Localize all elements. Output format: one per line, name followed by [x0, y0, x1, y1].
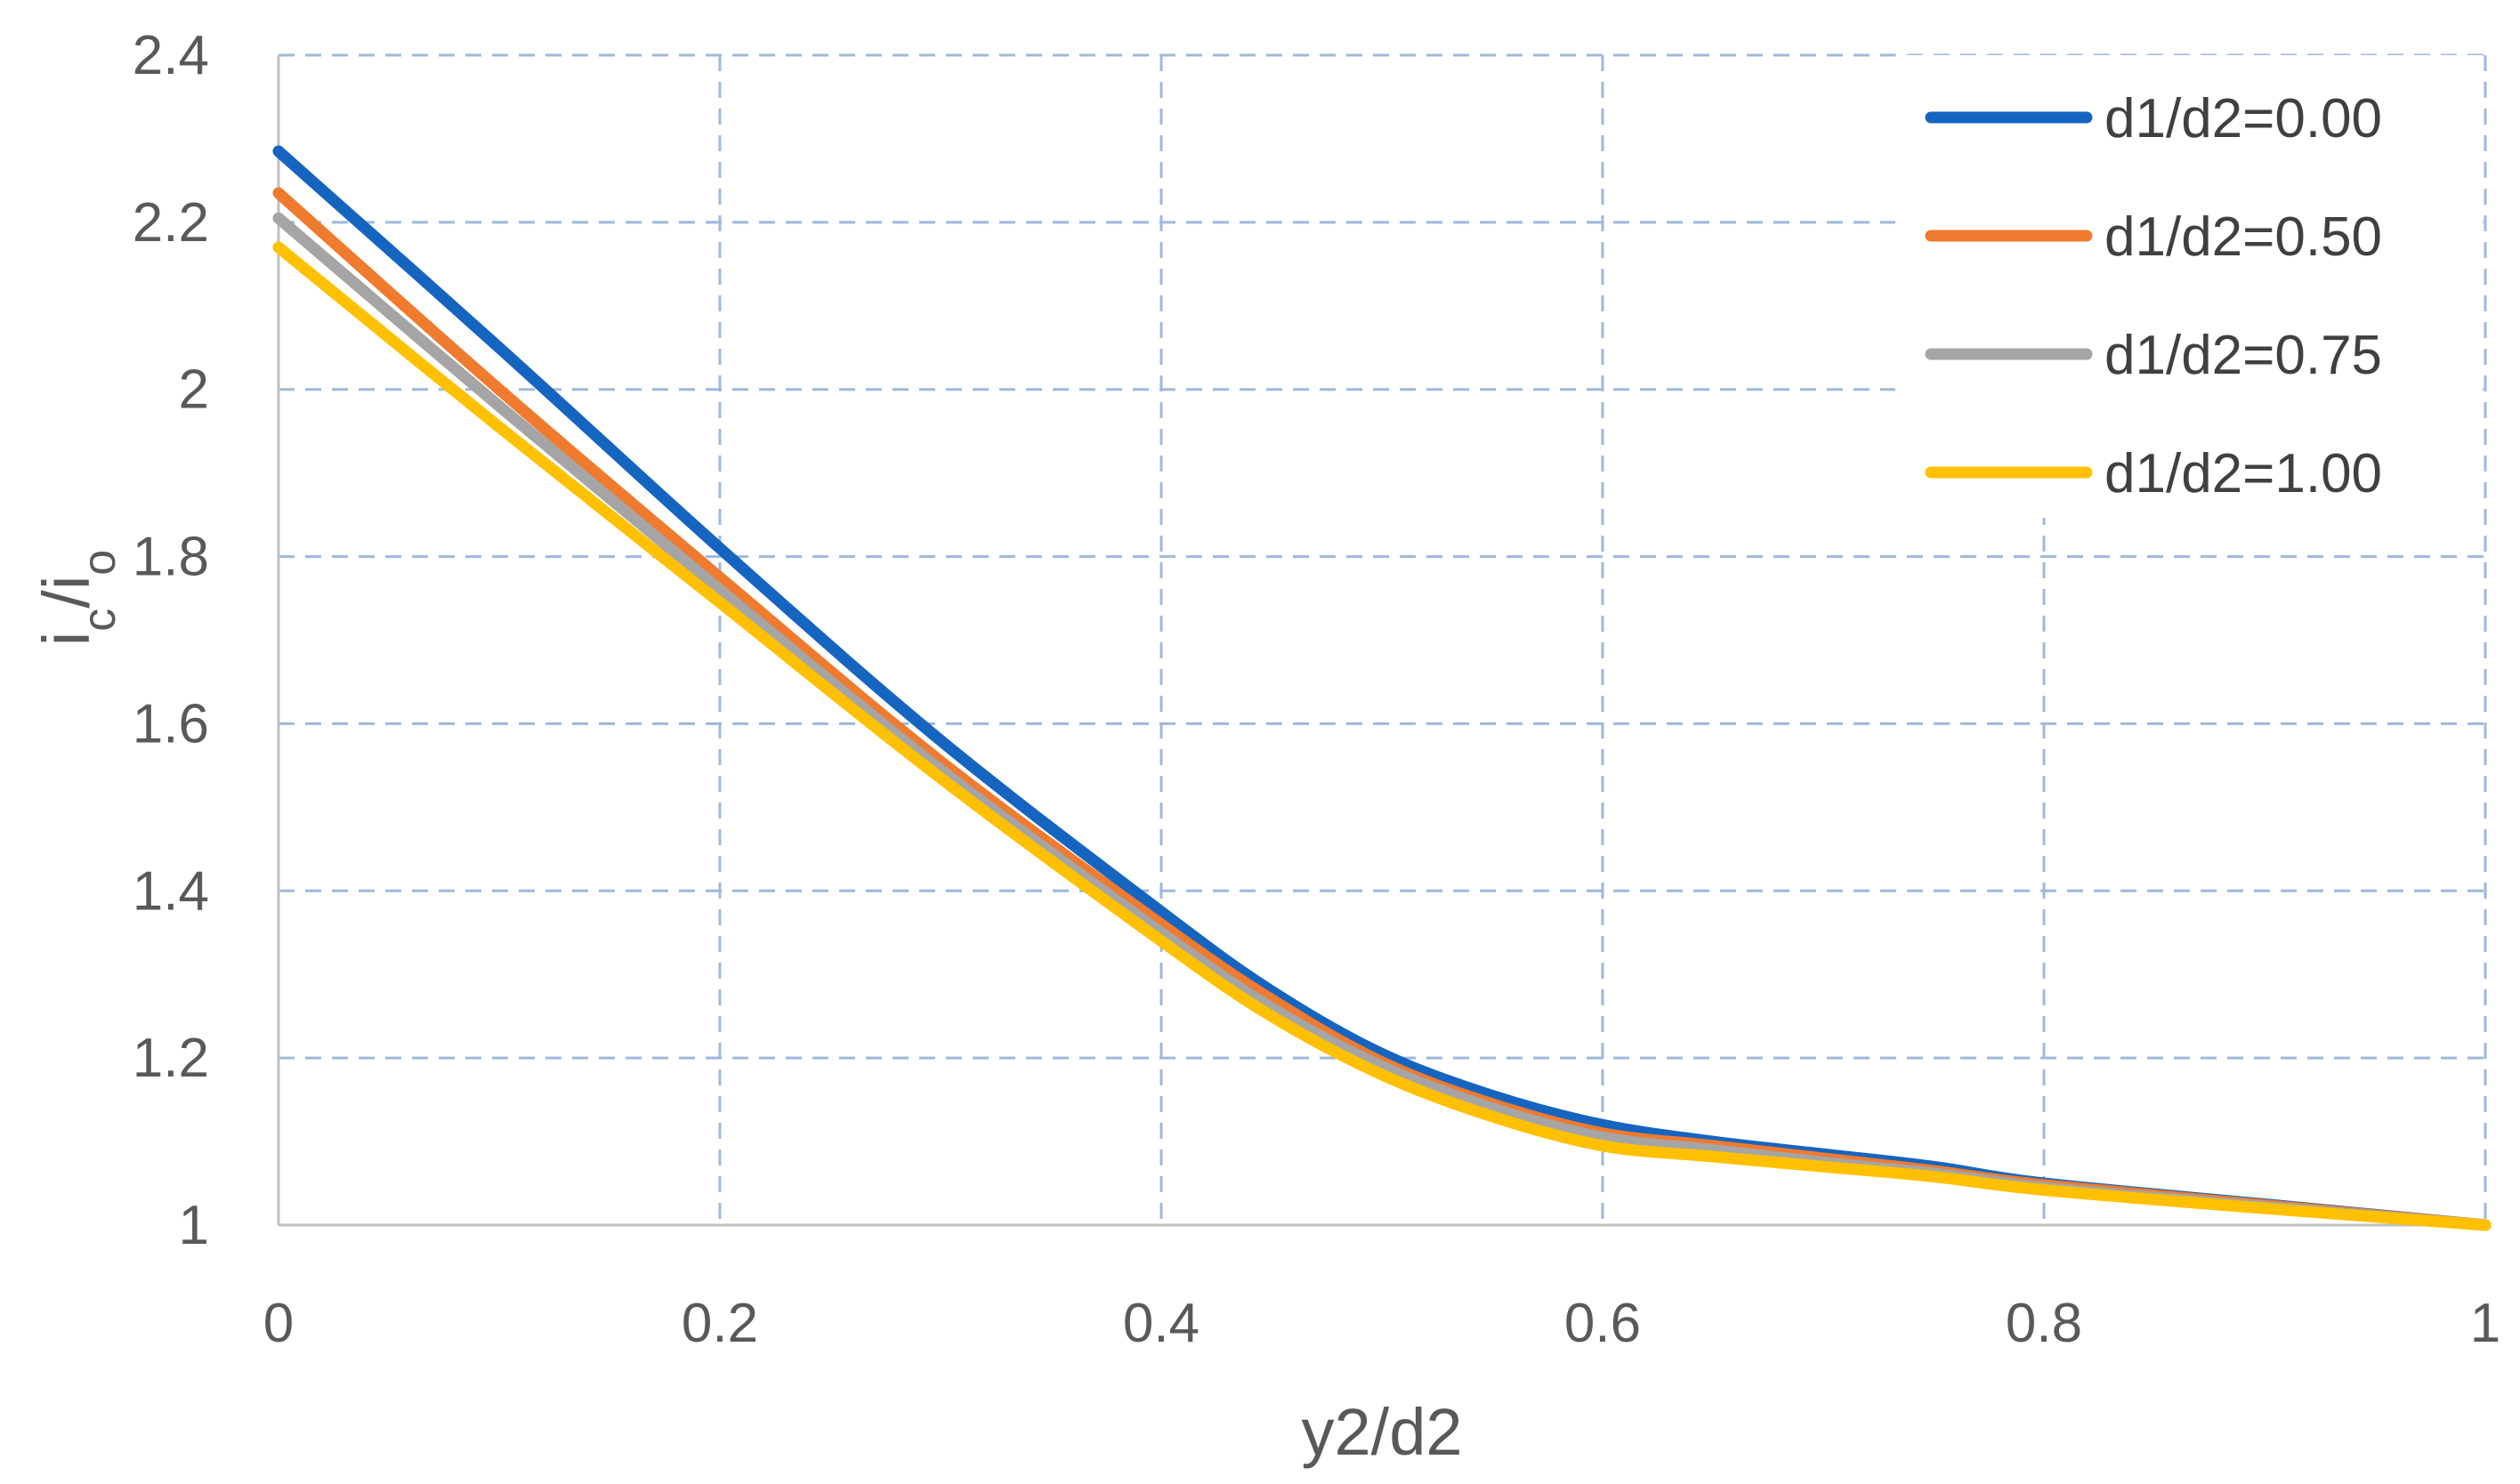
tick-labels: 1 1.2 1.4 1.6 1.8 2 2.2 2.4 0 0.2 0.4 0.6 0.8 1 — [133, 25, 2500, 1354]
legend: d1/d2=0.00 d1/d2=0.50 d1/d2=0.75 d1/d2=1.00 — [1895, 55, 2483, 518]
series-lines — [272, 145, 2492, 1231]
legend-label-2: d1/d2=0.75 — [2104, 325, 2382, 386]
x-tick-label: 0 — [263, 1293, 294, 1354]
x-tick-label: 0.2 — [682, 1293, 758, 1354]
y-tick-label: 2 — [179, 359, 209, 421]
series-line-3 — [272, 241, 2492, 1231]
x-axis-title: y2/d2 — [1301, 1395, 1462, 1469]
y-tick-label: 1.4 — [133, 860, 209, 922]
x-tick-label: 0.6 — [1564, 1293, 1641, 1354]
y-axis-title: ic/io — [29, 550, 125, 646]
y-tick-label: 2.4 — [133, 25, 209, 86]
y-tick-label: 2.2 — [133, 192, 209, 254]
legend-label-1: d1/d2=0.50 — [2104, 206, 2382, 268]
y-tick-label: 1 — [179, 1195, 209, 1256]
legend-label-0: d1/d2=0.00 — [2104, 88, 2382, 149]
x-tick-label: 1 — [2470, 1293, 2500, 1354]
legend-label-3: d1/d2=1.00 — [2104, 443, 2382, 504]
x-tick-label: 0.8 — [2006, 1293, 2082, 1354]
x-tick-label: 0.4 — [1123, 1293, 1199, 1354]
y-tick-label: 1.2 — [133, 1028, 209, 1089]
legend-background — [1895, 55, 2483, 518]
y-tick-label: 1.6 — [133, 693, 209, 754]
y-tick-label: 1.8 — [133, 527, 209, 588]
